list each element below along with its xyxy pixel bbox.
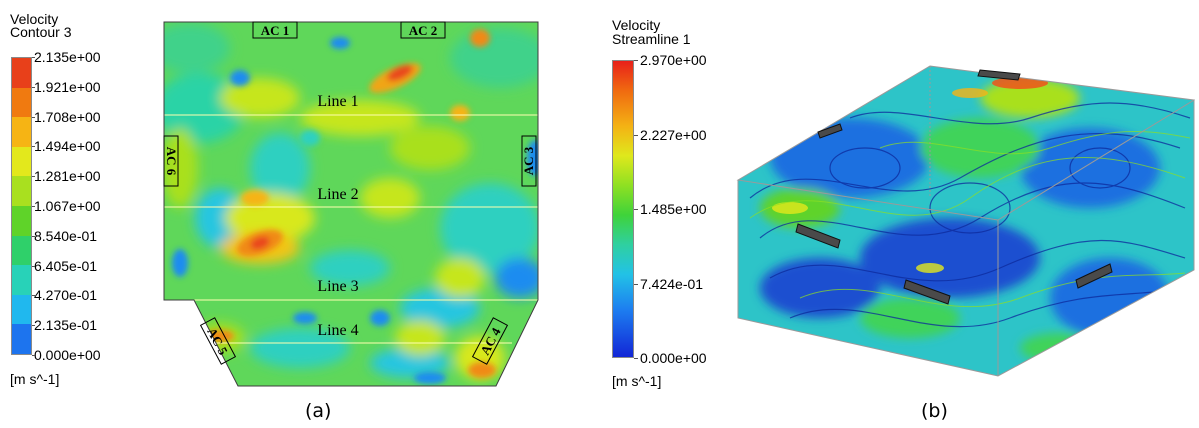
legend-a-tick-label: 2.135e+00: [34, 49, 101, 65]
legend-a-units: [m s^-1]: [10, 371, 60, 387]
legend-a-tick-mark: [32, 325, 35, 327]
legend-a-tick-label: 4.270e-01: [34, 287, 98, 304]
ac-unit-b-1: [977, 69, 1021, 81]
legend-a-tick-mark: [32, 176, 35, 178]
legend-a-title-line2: Contour 3: [10, 24, 72, 40]
legend-a-tick-label: 2.135e-01: [34, 317, 98, 334]
legend-a-tick-label: 6.405e-01: [34, 257, 98, 274]
ac-unit-b-2: [817, 123, 843, 139]
legend-a-tick-label: 1.494e+00: [34, 138, 101, 155]
ac-unit-b-4: [903, 279, 951, 305]
legend-a-tick-mark: [32, 206, 35, 207]
legend-a-tick-label: 1.281e+00: [34, 168, 101, 185]
legend-b-tick-mark: [634, 358, 638, 359]
legend-b-tick-mark: [634, 134, 638, 136]
legend-a-colorbar: [11, 57, 32, 355]
caption-b: (b): [921, 400, 948, 422]
legend-a-tick-label: 8.540e-01: [34, 227, 98, 244]
ac2-label: AC 2: [409, 23, 438, 38]
line1-label: Line 1: [317, 93, 358, 110]
legend-a-color-step: [12, 58, 31, 88]
ac6-box: [163, 135, 179, 187]
ac1-label: AC 1: [261, 23, 290, 38]
legend-a-color-step: [12, 324, 31, 354]
ac6-label: AC 6: [164, 147, 179, 176]
ac3-box: [521, 135, 537, 187]
legend-b-tick-mark: [634, 209, 638, 210]
streamline-plot-b: [736, 65, 1195, 377]
ac4-box: [471, 317, 509, 365]
legend-b-tick-label: 2.227e+00: [640, 126, 707, 143]
legend-a-tick-label: 1.921e+00: [34, 78, 101, 95]
caption-a: (a): [305, 400, 332, 422]
legend-b-title-line1: Velocity: [612, 17, 661, 33]
legend-b-tick-label: 2.970e+00: [640, 52, 707, 68]
legend-a-tick-mark: [32, 146, 35, 148]
legend-b-title-line2: Streamline 1: [612, 31, 691, 47]
legend-a-tick-mark: [32, 116, 35, 118]
line4-label: Line 4: [317, 322, 358, 339]
legend-a-tick-label: 1.067e+00: [34, 198, 101, 214]
legend-a-tick-mark: [32, 86, 35, 88]
legend-a-tick-label: 0.000e+00: [34, 347, 101, 363]
legend-a-color-step: [12, 205, 31, 236]
legend-a-color-step: [12, 294, 31, 325]
legend-a-color-step: [12, 146, 31, 177]
legend-a-color-step: [12, 117, 31, 147]
legend-a-color-step: [12, 176, 31, 206]
legend-b-tick-mark: [634, 283, 638, 285]
legend-a-tick-mark: [32, 57, 35, 58]
ac2-box: [400, 21, 446, 39]
legend-a-title-line1: Velocity: [10, 11, 59, 27]
legend-b-units: [m s^-1]: [612, 373, 662, 389]
legend-a-tick-label: 1.708e+00: [34, 108, 101, 125]
line3-label: Line 3: [317, 278, 358, 295]
legend-a-tick-mark: [32, 235, 35, 237]
ac3-label: AC 3: [521, 146, 536, 175]
legend-a-color-step: [12, 265, 31, 295]
legend-b-colorbar: [612, 60, 634, 358]
ac5-box: [199, 317, 237, 365]
contour-plot-a: AC 1 AC 2 AC 6 AC 3 AC 5 AC 4 Line 1 Lin…: [163, 21, 539, 387]
legend-a-tick-mark: [32, 265, 35, 267]
legend-a-tick-mark: [32, 295, 35, 297]
legend-a-color-step: [12, 87, 31, 118]
legend-a-color-step: [12, 235, 31, 266]
legend-b-tick-label: 1.485e+00: [640, 201, 707, 217]
legend-b-tick-label: 0.000e+00: [640, 350, 707, 366]
legend-b-tick-mark: [634, 60, 638, 61]
legend-b-tick-label: 7.424e-01: [640, 275, 704, 292]
ac-unit-b-5: [1075, 263, 1113, 289]
legend-a-tick-mark: [32, 355, 35, 356]
line2-label: Line 2: [317, 186, 358, 203]
ac-unit-b-3: [795, 223, 841, 249]
ac1-box: [252, 21, 298, 39]
